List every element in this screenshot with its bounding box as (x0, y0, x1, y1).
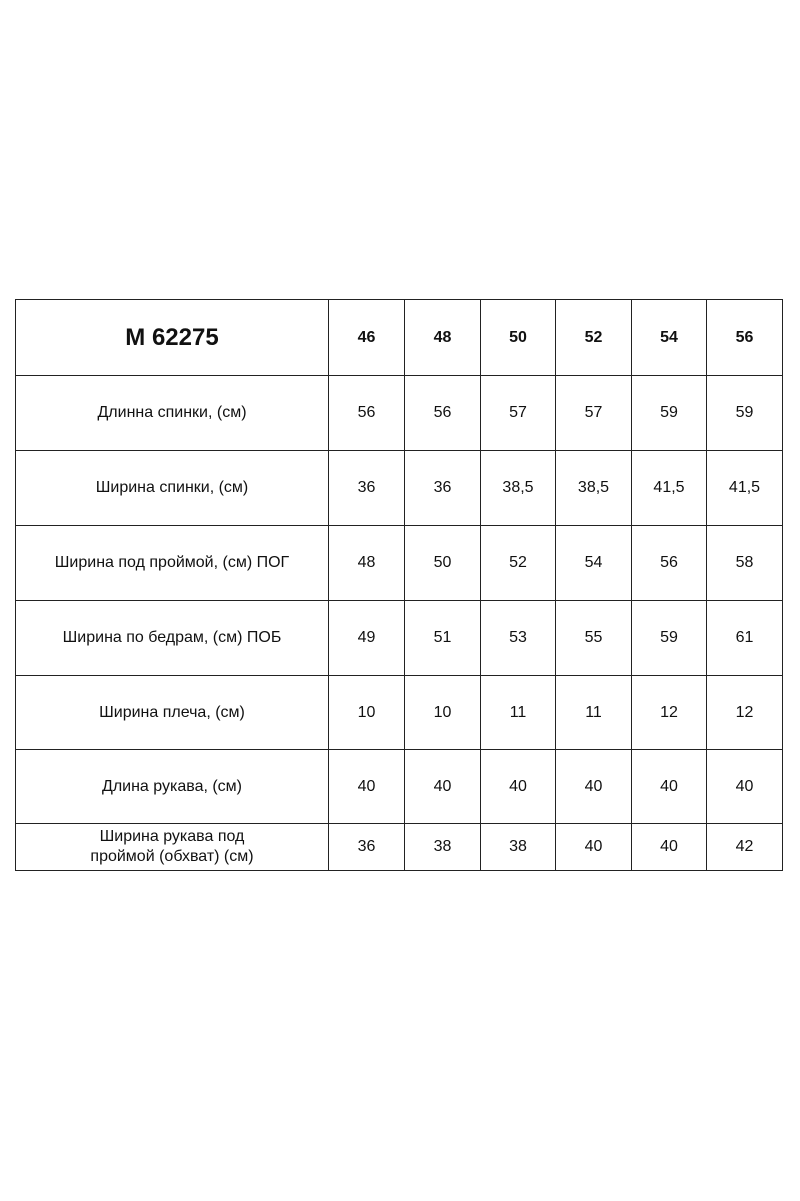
measurement-cell: 58 (706, 525, 783, 601)
measurement-cell: 40 (328, 749, 405, 824)
size-header: 46 (328, 299, 405, 376)
measurement-cell: 40 (480, 749, 556, 824)
row-label: Длинна спинки, (см) (15, 375, 329, 451)
measurement-cell: 42 (706, 823, 783, 871)
measurement-cell: 57 (555, 375, 632, 451)
measurement-cell: 38 (404, 823, 481, 871)
model-title: М 62275 (15, 299, 329, 376)
size-header: 50 (480, 299, 556, 376)
size-header: 56 (706, 299, 783, 376)
measurement-cell: 59 (631, 375, 707, 451)
measurement-cell: 48 (328, 525, 405, 601)
measurement-cell: 38 (480, 823, 556, 871)
row-label: Ширина под проймой, (см) ПОГ (15, 525, 329, 601)
row-label: Ширина плеча, (см) (15, 675, 329, 750)
measurement-cell: 54 (555, 525, 632, 601)
measurement-cell: 55 (555, 600, 632, 676)
measurement-cell: 56 (404, 375, 481, 451)
table-row: Длинна спинки, (см) 56 56 57 57 59 59 (15, 375, 783, 451)
measurement-cell: 41,5 (706, 450, 783, 526)
measurement-cell: 59 (706, 375, 783, 451)
measurement-cell: 36 (328, 823, 405, 871)
measurement-cell: 57 (480, 375, 556, 451)
table-row: Ширина по бедрам, (см) ПОБ 49 51 53 55 59 61 (15, 600, 783, 676)
row-label: Длина рукава, (см) (15, 749, 329, 824)
measurement-cell: 40 (555, 749, 632, 824)
measurement-cell: 38,5 (555, 450, 632, 526)
size-chart-table: М 62275 46 48 50 52 54 56 Длинна спинки, (см)… (15, 299, 783, 871)
measurement-cell: 56 (328, 375, 405, 451)
row-label: Ширина по бедрам, (см) ПОБ (15, 600, 329, 676)
measurement-cell: 59 (631, 600, 707, 676)
table-row: Ширина спинки, (см) 36 36 38,5 38,5 41,5 41,5 (15, 450, 783, 526)
measurement-cell: 10 (328, 675, 405, 750)
header-row: М 62275 46 48 50 52 54 56 (15, 299, 783, 376)
measurement-cell: 12 (706, 675, 783, 750)
size-header: 54 (631, 299, 707, 376)
measurement-cell: 11 (480, 675, 556, 750)
measurement-cell: 56 (631, 525, 707, 601)
measurement-cell: 50 (404, 525, 481, 601)
measurement-cell: 40 (631, 823, 707, 871)
measurement-cell: 61 (706, 600, 783, 676)
measurement-cell: 36 (328, 450, 405, 526)
row-label: Ширина спинки, (см) (15, 450, 329, 526)
measurement-cell: 49 (328, 600, 405, 676)
size-header: 52 (555, 299, 632, 376)
row-label: Ширина рукава под проймой (обхват) (см) (15, 823, 329, 871)
table-row: Ширина под проймой, (см) ПОГ 48 50 52 54 56 58 (15, 525, 783, 601)
measurement-cell: 40 (555, 823, 632, 871)
measurement-cell: 40 (631, 749, 707, 824)
measurement-cell: 53 (480, 600, 556, 676)
measurement-cell: 51 (404, 600, 481, 676)
table-row: Длина рукава, (см) 40 40 40 40 40 40 (15, 749, 783, 824)
measurement-cell: 38,5 (480, 450, 556, 526)
measurement-cell: 40 (706, 749, 783, 824)
measurement-cell: 41,5 (631, 450, 707, 526)
measurement-cell: 12 (631, 675, 707, 750)
table-row: Ширина плеча, (см) 10 10 11 11 12 12 (15, 675, 783, 750)
measurement-cell: 10 (404, 675, 481, 750)
measurement-cell: 11 (555, 675, 632, 750)
size-header: 48 (404, 299, 481, 376)
measurement-cell: 52 (480, 525, 556, 601)
table-row: Ширина рукава под проймой (обхват) (см) 3… (15, 823, 783, 871)
measurement-cell: 36 (404, 450, 481, 526)
measurement-cell: 40 (404, 749, 481, 824)
